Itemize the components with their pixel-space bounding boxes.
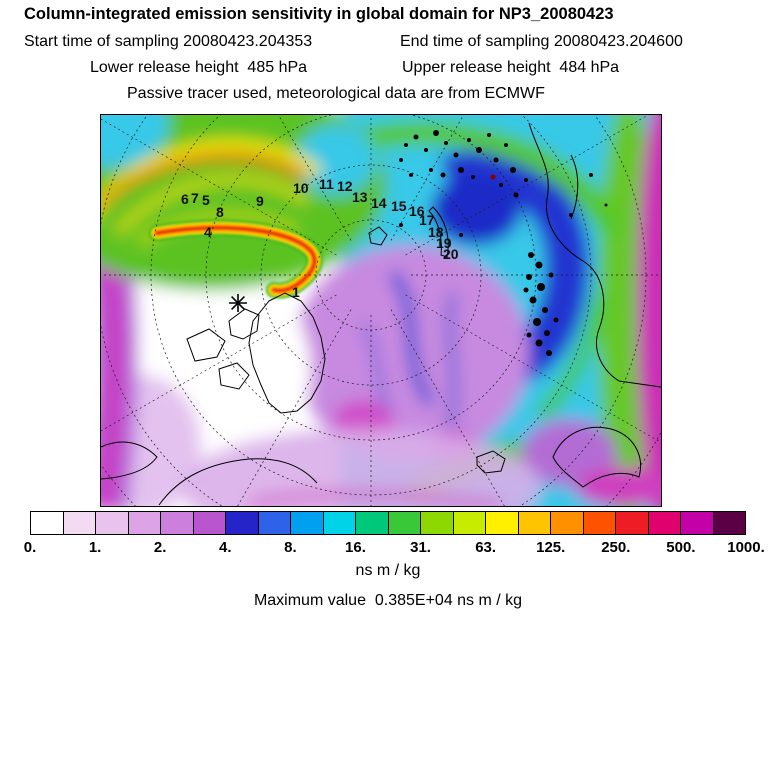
colorbar-segment [550, 512, 583, 534]
colorbar-segment [192, 512, 225, 534]
trajectory-day-label: 19 [436, 235, 452, 251]
colorbar-segment [290, 512, 323, 534]
colorbar-tick: 8. [284, 539, 297, 556]
colorbar-segment [452, 512, 485, 534]
trajectory-day-label: 5 [202, 192, 210, 208]
colorbar-segment [615, 512, 648, 534]
coastlines [101, 122, 661, 506]
trajectory-day-label: 14 [371, 195, 387, 211]
trajectory-day-label: 18 [428, 224, 444, 240]
colorbar-segment [62, 512, 95, 534]
trajectory-day-label: 4 [204, 224, 212, 240]
colorbar-segment [31, 512, 63, 534]
colorbar-segment [387, 512, 420, 534]
colorbar-tick: 500. [666, 539, 696, 556]
trajectory-day-label: 13 [352, 189, 368, 205]
trajectory-day-label: 17 [419, 212, 435, 228]
trajectory-day-label: 10 [293, 180, 309, 196]
trajectory-day-label: 12 [337, 178, 353, 194]
colorbar-segment [582, 512, 615, 534]
end-time-label: End time of sampling 20080423.204600 [400, 33, 683, 50]
colorbar-segment [257, 512, 290, 534]
colorbar-tick: 2. [153, 539, 167, 556]
colorbar-segment [712, 512, 745, 534]
colorbar-tick: 16. [345, 539, 366, 556]
colorbar [30, 511, 746, 535]
release-point-marker [229, 294, 247, 312]
colorbar-segment [95, 512, 128, 534]
colorbar-segment [160, 512, 193, 534]
colorbar-tick: 250. [601, 539, 631, 556]
colorbar-segment [647, 512, 680, 534]
colorbar-segment [225, 512, 258, 534]
graticule [101, 115, 661, 506]
colorbar-tick: 31. [410, 539, 431, 556]
max-value-label: Maximum value 0.385E+04 ns m / kg [253, 592, 523, 609]
trajectory-day-label: 15 [391, 198, 407, 214]
trajectory-day-label: 16 [409, 203, 425, 219]
colorbar-segment [127, 512, 160, 534]
colorbar-tick: 1. [88, 539, 102, 556]
trajectory-day-label: 8 [216, 204, 224, 220]
colorbar-segment [420, 512, 453, 534]
colorbar-segment [680, 512, 713, 534]
colorbar-units-label: ns m / kg [355, 562, 421, 579]
trajectory-day-label: 9 [256, 193, 264, 209]
tracer-meteo-label: Passive tracer used, meteorological data… [127, 85, 545, 102]
sensitivity-field [101, 115, 661, 506]
trajectory-day-label: 1 [292, 284, 300, 300]
trajectory-day-label: 11 [319, 176, 334, 192]
trajectory-day-label: 7 [191, 190, 199, 206]
colorbar-tick: 125. [536, 539, 566, 556]
colorbar-segment [517, 512, 550, 534]
colorbar-tick: 1000. [727, 539, 765, 556]
land-specks [399, 130, 608, 356]
trajectory-day-label: 20 [443, 246, 459, 262]
plume [149, 219, 323, 299]
colorbar-tick: 4. [219, 539, 232, 556]
colorbar-tick: 0. [23, 539, 37, 556]
colorbar-segment [322, 512, 355, 534]
trajectory-day-label: 6 [181, 191, 189, 207]
figure-title: Column-integrated emission sensitivity i… [24, 5, 614, 23]
upper-release-label: Upper release height 484 hPa [402, 59, 620, 76]
lower-release-label: Lower release height 485 hPa [90, 59, 308, 76]
sensitivity-map: 1 4 5 6 7 8 9 10 11 12 13 14 15 16 17 18 19 20 [100, 114, 662, 507]
colorbar-segment [485, 512, 518, 534]
colorbar-segment [355, 512, 388, 534]
start-time-label: Start time of sampling 20080423.204353 [24, 33, 313, 50]
colorbar-ticks: 0. 1. 2. 4. 8. 16. 31. 63. 125. 250. 500… [24, 539, 765, 557]
colorbar-tick: 63. [475, 539, 497, 556]
